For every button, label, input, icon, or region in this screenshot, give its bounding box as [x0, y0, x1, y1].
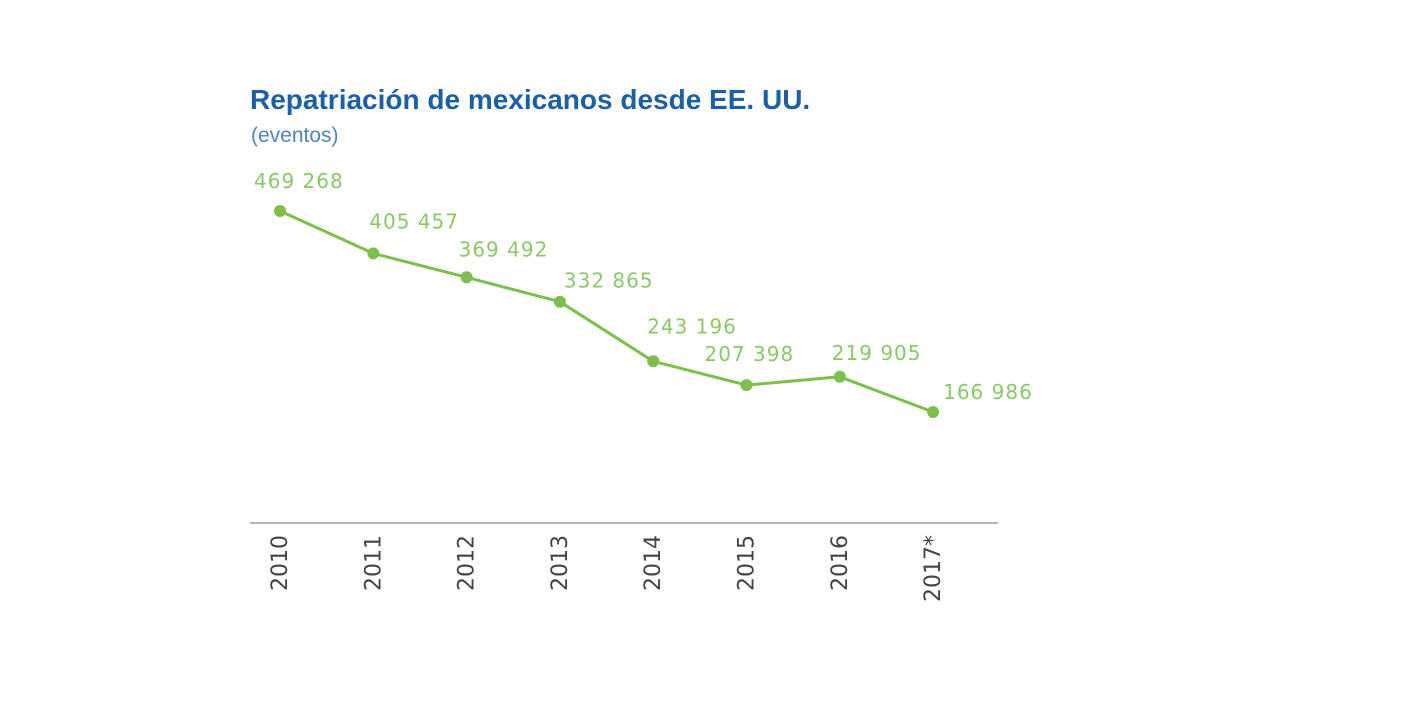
data-point-2016: [833, 370, 846, 383]
data-point-2012: [460, 271, 473, 284]
chart-title: Repatriación de mexicanos desde EE. UU.: [250, 84, 811, 115]
x-tick-label-2014: 2014: [641, 535, 666, 591]
data-point-2011: [367, 247, 380, 260]
x-tick-label-2013: 2013: [548, 535, 573, 591]
data-label-2014: 243 196: [647, 314, 737, 338]
data-label-2012: 369 492: [459, 237, 549, 261]
data-label-2013: 332 865: [564, 269, 654, 293]
chart-subtitle: (eventos): [251, 124, 339, 147]
series-line: [278, 209, 935, 414]
x-tick-label-2010: 2010: [268, 535, 293, 591]
data-point-2015: [740, 379, 753, 392]
data-point-2014: [647, 355, 660, 368]
data-label-2010: 469 268: [254, 169, 344, 193]
data-point-2010: [274, 205, 286, 217]
data-points: [274, 205, 940, 418]
x-tick-labels: 2010 2011 2012 2013 2014 2015 2016 2017*: [268, 535, 946, 602]
x-tick-label-2011: 2011: [361, 535, 386, 591]
x-tick-label-2012: 2012: [455, 535, 480, 591]
data-label-2016: 219 905: [832, 341, 922, 365]
data-label-2011: 405 457: [369, 209, 459, 233]
x-tick-label-2015: 2015: [735, 535, 760, 591]
data-point-2013: [553, 295, 566, 308]
x-tick-label-2017: 2017*: [921, 535, 946, 602]
data-label-2017: 166 986: [943, 380, 1033, 404]
data-label-2015: 207 398: [705, 342, 795, 366]
data-point-2017: [927, 406, 940, 418]
x-tick-label-2016: 2016: [828, 535, 853, 591]
